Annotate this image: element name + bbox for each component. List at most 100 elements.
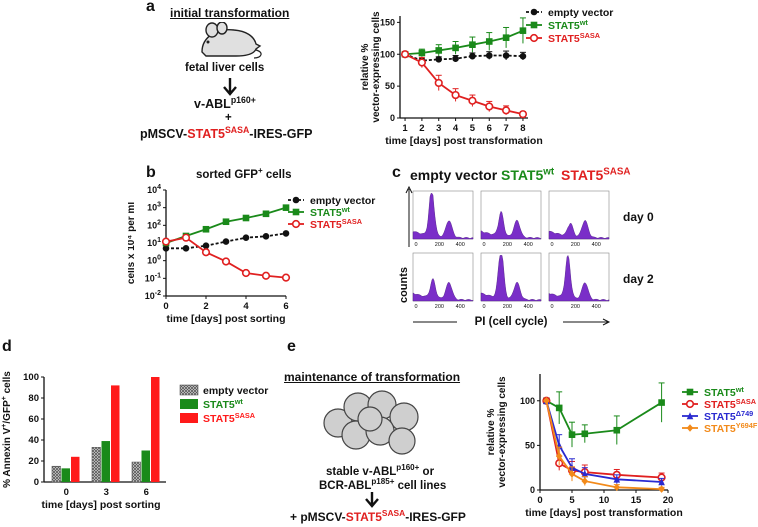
y-tick-label: 100 [23, 372, 39, 383]
data-point [502, 34, 510, 41]
x-tick-label: 0 [64, 487, 69, 498]
histogram-frame [412, 252, 474, 302]
series-empty-vector [162, 230, 290, 252]
series-line [545, 399, 663, 436]
histogram-fill [480, 210, 542, 240]
data-point [242, 214, 250, 222]
x-arrow-head [602, 318, 611, 326]
legend-label: STAT5wt [203, 397, 243, 411]
y-tick-label: 20 [28, 456, 39, 467]
data-point [261, 271, 271, 280]
panel-c-histograms: 0 200 400 0 200 400 0 200 400 0 200 400 0 200 400 0 200 4… [398, 185, 654, 328]
y-tick-label: 0 [34, 477, 39, 488]
data-point [468, 96, 477, 105]
legend-label: empty vector [310, 195, 375, 207]
data-point [581, 477, 589, 485]
histogram-fill [412, 278, 474, 302]
data-point [555, 452, 563, 460]
y-axis-label: relative % [486, 409, 497, 456]
panel-a-plus: + [225, 112, 232, 124]
legend-label: STAT5SASA [203, 411, 256, 425]
data-point [581, 430, 589, 438]
y-tick-label: 100 [147, 255, 161, 266]
data-point [543, 396, 550, 405]
bar-stat5wt [101, 441, 110, 482]
x-tick-label: 0 [163, 301, 168, 312]
data-point [221, 257, 231, 266]
bar-stat5wt [141, 450, 150, 482]
legend-swatch [180, 413, 198, 423]
legend-label: empty vector [548, 7, 613, 19]
histogram-tick-label: 0 [482, 304, 485, 310]
y-arrow-head [405, 185, 413, 194]
data-point [518, 110, 528, 119]
legend-swatch [179, 384, 199, 396]
histogram-tick-label: 400 [592, 304, 601, 310]
bar-stat5wt [61, 468, 70, 482]
data-point [400, 50, 410, 59]
data-point [181, 233, 191, 242]
data-point [434, 78, 443, 88]
bar-stat5sasa [151, 377, 160, 482]
series-stat5sasa [400, 50, 528, 119]
legend-label: STAT5wt [310, 205, 350, 219]
data-point [222, 218, 230, 226]
data-point [418, 49, 426, 57]
panel-d-label: d [2, 338, 12, 355]
data-point [242, 234, 250, 241]
histogram: 0 200 400 [412, 190, 474, 248]
histogram: 0 200 400 [480, 190, 542, 248]
mouse-icon [201, 22, 262, 59]
data-point [502, 106, 511, 115]
y-tick-label: 100 [380, 49, 395, 59]
bar-empty-vector [91, 447, 101, 483]
x-axis-label: time [days] post transformation [525, 507, 683, 519]
legend-marker [530, 21, 538, 29]
legend-swatch [180, 399, 198, 409]
y-tick-label: 0 [530, 485, 535, 495]
histogram-tick-label: 0 [550, 304, 553, 310]
panel-c-label: c [392, 164, 401, 181]
series-stat5wt [543, 382, 665, 448]
histogram-tick-label: 0 [414, 242, 417, 248]
panel-a-oncogene: v-ABLp160+ [194, 94, 256, 111]
histogram-tick-label: 200 [503, 304, 512, 310]
bar-empty-vector [51, 465, 61, 483]
data-point [613, 475, 621, 483]
legend-marker [686, 412, 694, 420]
data-point [262, 232, 270, 240]
histogram-tick-label: 400 [524, 304, 533, 310]
panel-e-line2: BCR-ABLp185+ cell lines [319, 477, 447, 492]
y-tick-label: 50 [385, 81, 395, 91]
histogram-tick-label: 200 [503, 242, 512, 248]
legend-marker [529, 33, 539, 43]
panel-c-col-sasa: STAT5SASA [561, 166, 631, 183]
histogram-fill [548, 219, 610, 240]
histogram-tick-label: 400 [456, 304, 465, 310]
histogram-tick-label: 200 [435, 304, 444, 310]
y-tick-label: 40 [28, 435, 39, 446]
data-point [262, 210, 270, 218]
legend-label: STAT5SASA [310, 217, 363, 231]
y-axis-label: counts [398, 267, 410, 303]
legend-label: STAT5wt [704, 385, 744, 399]
y-tick-label: 0 [390, 113, 395, 123]
panel-c-col-empty: empty vector [410, 167, 498, 183]
y-tick-label: 104 [147, 184, 161, 195]
y-tick-label: 10-2 [145, 290, 161, 301]
x-tick-label: 3 [104, 487, 109, 498]
data-point [201, 248, 211, 257]
cell-cluster-icon [323, 390, 419, 455]
data-point [519, 27, 527, 34]
y-axis-label: cells x 10⁴ per ml [128, 202, 137, 284]
data-point [161, 237, 171, 246]
y-axis-label: relative % [360, 44, 371, 91]
y-tick-label: 10-1 [145, 272, 161, 283]
bar-empty-vector [131, 461, 141, 483]
histogram-tick-label: 400 [456, 242, 465, 248]
series-stat5sasa [161, 233, 291, 282]
histogram-fill [480, 255, 542, 302]
legend-marker [685, 399, 695, 409]
